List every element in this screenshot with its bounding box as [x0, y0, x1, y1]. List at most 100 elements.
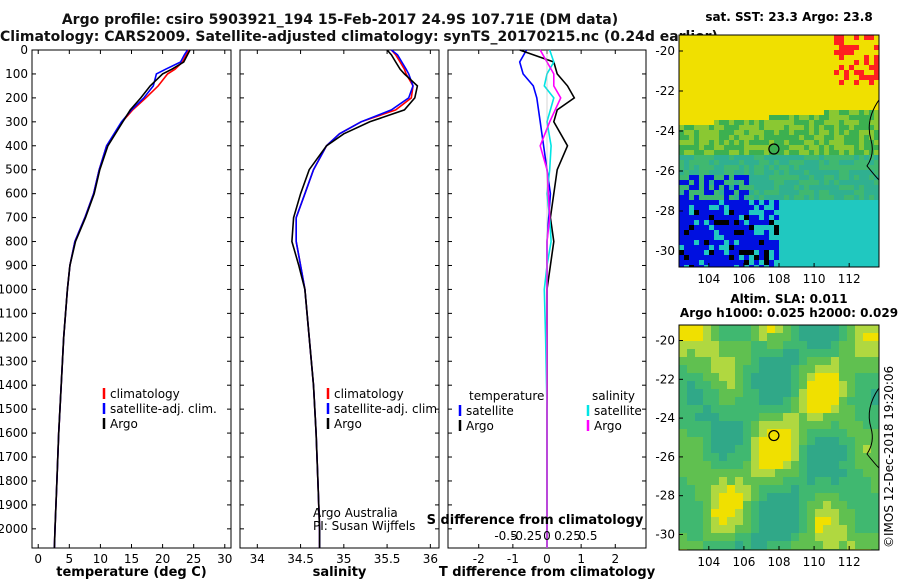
map-cell [689, 130, 695, 136]
map-cell [719, 150, 725, 156]
map-cell [751, 525, 760, 534]
map-cell [834, 155, 840, 161]
map-cell [794, 180, 800, 186]
map-cell [834, 145, 840, 151]
map-cell [799, 240, 805, 246]
map-cell [699, 65, 705, 71]
map-cell [687, 397, 696, 406]
map-cell [831, 421, 840, 430]
map-cell [839, 493, 848, 502]
map-cell [749, 95, 755, 101]
map-cell [769, 130, 775, 136]
map-cell [714, 195, 720, 201]
map-cell [714, 245, 720, 251]
map-cell [684, 50, 690, 56]
map-cell [743, 381, 752, 390]
map-cell [751, 325, 760, 334]
map-cell [699, 180, 705, 186]
map-cell [809, 200, 815, 206]
map-cell [749, 135, 755, 141]
map-cell [855, 373, 864, 382]
map-cell [719, 220, 725, 226]
map-cell [834, 45, 840, 51]
map-cell [874, 110, 879, 116]
map-cell [824, 265, 830, 267]
map-cell [814, 185, 820, 191]
map-cell [839, 50, 845, 56]
map-cell [844, 175, 850, 181]
map-cell [704, 265, 710, 267]
map-cell [694, 85, 700, 91]
map-cell [687, 445, 696, 454]
map-cell [863, 381, 872, 390]
map-cell [734, 250, 740, 256]
map-cell [791, 493, 800, 502]
map-cell [789, 200, 795, 206]
x-tick-label: -1 [507, 552, 519, 566]
map-cell [804, 55, 810, 61]
map-cell [774, 245, 780, 251]
map-cell [734, 195, 740, 201]
map-cell [764, 260, 770, 266]
map-cell [744, 175, 750, 181]
map-cell [727, 341, 736, 350]
map-cell [703, 453, 712, 462]
map-cell [679, 240, 685, 246]
map-cell [699, 205, 705, 211]
map-cell [694, 260, 700, 266]
map-cell [774, 35, 780, 41]
map-cell [839, 190, 845, 196]
map-cell [743, 477, 752, 486]
map-cell [769, 90, 775, 96]
map-cell [749, 215, 755, 221]
map-cell [769, 145, 775, 151]
map-cell [694, 245, 700, 251]
map-cell [679, 170, 685, 176]
map-cell [764, 230, 770, 236]
map-cell [874, 190, 879, 196]
map-cell [831, 325, 840, 334]
map-cell [704, 100, 710, 106]
map-cell [684, 205, 690, 211]
map-cell [709, 50, 715, 56]
map-cell [794, 130, 800, 136]
map-cell [859, 210, 865, 216]
map-cell [719, 389, 728, 398]
map-cell [859, 130, 865, 136]
map-cell [789, 155, 795, 161]
map-cell [839, 150, 845, 156]
map-cell [869, 105, 875, 111]
map-cell [869, 165, 875, 171]
map-cell [759, 60, 765, 66]
map-cell [854, 170, 860, 176]
map-cell [734, 110, 740, 116]
map-cell [711, 381, 720, 390]
map-cell [864, 110, 870, 116]
map-cell [729, 180, 735, 186]
map-cell [847, 453, 856, 462]
map-cell [824, 95, 830, 101]
map-cell [855, 341, 864, 350]
axes-frame [31, 49, 232, 549]
map-cell [815, 341, 824, 350]
map-cell [789, 65, 795, 71]
map-cell [815, 517, 824, 526]
map-cell [839, 333, 848, 342]
map-cell [874, 260, 879, 266]
map-cell [695, 325, 704, 334]
map-cell [823, 501, 832, 510]
map-cell [869, 235, 875, 241]
map-cell [824, 165, 830, 171]
map-cell [854, 120, 860, 126]
map-cell [799, 453, 808, 462]
map-cell [724, 240, 730, 246]
map-cell [784, 230, 790, 236]
map-cell [779, 170, 785, 176]
map-cell [774, 105, 780, 111]
map-cell [749, 105, 755, 111]
map-cell [855, 517, 864, 526]
map-cell [694, 190, 700, 196]
map-cell [839, 453, 848, 462]
map-cell [791, 445, 800, 454]
map-cell [807, 397, 816, 406]
